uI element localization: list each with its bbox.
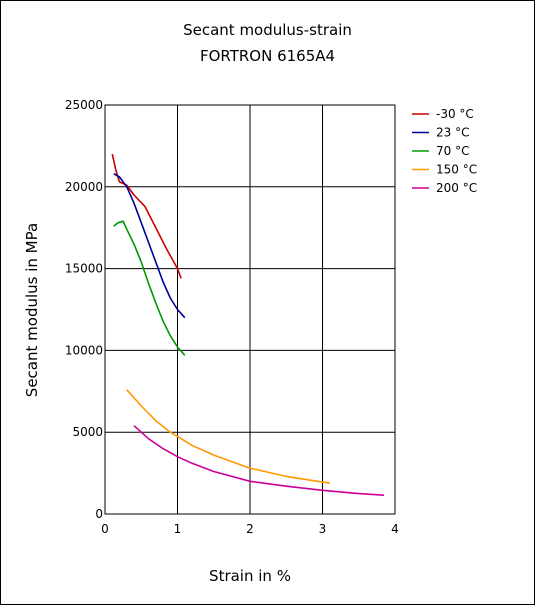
legend-label: 150 °C [436, 163, 477, 177]
x-tick-label: 4 [391, 522, 399, 536]
x-tick-label: 3 [319, 522, 327, 536]
legend: -30 °C 23 °C 70 °C 150 °C 200 °C [412, 107, 477, 195]
series-line [111, 153, 182, 279]
series-lines [111, 153, 385, 496]
x-tick-label: 2 [246, 522, 254, 536]
legend-label: -30 °C [436, 107, 474, 121]
series-line [113, 220, 186, 356]
y-tick-label: 10000 [65, 343, 103, 357]
y-tick-label: 15000 [65, 262, 103, 276]
legend-label: 70 °C [436, 144, 469, 158]
y-tick-label: 0 [95, 507, 103, 521]
y-tick-label: 5000 [72, 425, 103, 439]
x-axis-label: Strain in % [209, 567, 291, 585]
x-tick-label: 0 [101, 522, 109, 536]
y-tick-label: 25000 [65, 98, 103, 112]
series-line [113, 173, 186, 319]
series-line [126, 389, 330, 484]
y-tick-label: 20000 [65, 180, 103, 194]
chart-subtitle: FORTRON 6165A4 [199, 47, 336, 65]
chart-title: Secant modulus-strain [183, 21, 352, 39]
tick-labels: 0 1 2 3 4 0 5000 10000 15000 20000 25000 [65, 98, 399, 536]
legend-label: 200 °C [436, 181, 477, 195]
grid [104, 104, 396, 515]
series-line [133, 425, 385, 496]
x-tick-label: 1 [174, 522, 182, 536]
legend-label: 23 °C [436, 126, 469, 140]
